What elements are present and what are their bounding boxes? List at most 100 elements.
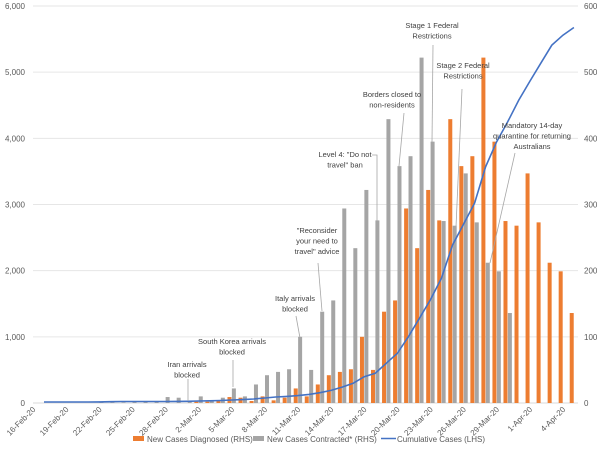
annotation: South Korea arrivals blocked: [198, 337, 266, 387]
bar-diagnosed: [514, 225, 519, 403]
bar-contracted: [121, 402, 126, 403]
legend-swatch-diagnosed: [133, 436, 144, 441]
x-tick-label: 5-Mar-20: [207, 405, 237, 435]
annotation: Level 4: "Do not travel" ban: [318, 150, 378, 222]
annotation-text: Restrictions: [443, 72, 482, 81]
bar-diagnosed: [569, 313, 574, 403]
bar-contracted: [386, 119, 391, 404]
bars: [99, 57, 574, 404]
bar-contracted: [408, 156, 413, 403]
bar-diagnosed: [304, 396, 309, 403]
bar-diagnosed: [260, 396, 265, 403]
annotation-text: blocked: [219, 348, 245, 357]
bar-contracted: [176, 397, 181, 403]
annotation-text: Stage 1 Federal: [405, 21, 459, 30]
annotation-text: Mandatory 14-day: [502, 121, 563, 130]
legend-label-contracted: New Cases Contracted* (RHS): [267, 435, 377, 444]
bar-diagnosed: [393, 300, 398, 403]
left-tick-label: 0: [21, 399, 26, 408]
bar-contracted: [99, 402, 104, 403]
bar-contracted: [364, 189, 369, 403]
annotation-leader-line: [398, 112, 405, 167]
bar-contracted: [353, 248, 358, 403]
x-tick-label: 20-Mar-20: [369, 405, 402, 438]
x-tick-label: 14-Mar-20: [303, 405, 336, 438]
bar-diagnosed: [547, 262, 552, 403]
bar-contracted: [397, 166, 402, 403]
bar-diagnosed: [470, 156, 475, 403]
annotation-text: Australians: [513, 142, 550, 151]
annotation-text: Stage 2 Federal: [436, 61, 490, 70]
annotation: Italy arrivals blocked: [275, 294, 315, 339]
bar-diagnosed: [249, 401, 254, 403]
bar-diagnosed: [205, 401, 210, 403]
bar-contracted: [430, 141, 435, 403]
bar-contracted: [507, 313, 512, 403]
annotation: Stage 1 Federal Restrictions: [405, 21, 459, 143]
legend: New Cases Diagnosed (RHS) New Cases Cont…: [133, 435, 485, 444]
left-axis: 0 1,000 2,000 3,000 4,000 5,000 6,000: [5, 2, 26, 408]
bar-contracted: [320, 311, 325, 403]
bar-diagnosed: [426, 189, 431, 403]
bar-contracted: [375, 220, 380, 403]
annotation-text: South Korea arrivals: [198, 337, 266, 346]
x-tick-label: 28-Feb-20: [137, 405, 170, 438]
right-tick-label: 100: [584, 333, 598, 342]
annotation: Iran arrivals blocked: [167, 360, 207, 401]
x-tick-label: 11-Mar-20: [270, 405, 302, 437]
left-tick-label: 1,000: [5, 333, 26, 342]
right-axis: 0 100 200 300 400 500 600: [584, 2, 598, 408]
bar-diagnosed: [503, 221, 508, 403]
right-tick-label: 200: [584, 267, 598, 276]
annotation-leader-line: [317, 262, 323, 312]
bar-contracted: [132, 401, 137, 403]
annotation-text: blocked: [282, 305, 308, 314]
bar-contracted: [110, 402, 115, 403]
bar-contracted: [287, 369, 292, 403]
bar-diagnosed: [348, 369, 353, 403]
x-tick-label: 23-Mar-20: [402, 405, 435, 438]
annotation-text: Italy arrivals: [275, 294, 315, 303]
annotation-leader-line: [455, 88, 463, 228]
annotation-text: "Reconsider: [297, 226, 338, 235]
right-tick-label: 0: [584, 399, 589, 408]
bar-diagnosed: [359, 336, 364, 403]
legend-label-cumulative: Cumulative Cases (LHS): [397, 435, 485, 444]
x-tick-label: 22-Feb-20: [71, 405, 104, 438]
left-tick-label: 2,000: [5, 267, 26, 276]
bar-contracted: [496, 271, 501, 403]
annotation: Borders closed to non-residents: [363, 90, 421, 167]
annotation-text: Level 4: "Do not: [318, 150, 372, 159]
bar-contracted: [209, 400, 214, 403]
annotation-leader-line: [372, 154, 378, 222]
annotation-text: travel" ban: [327, 161, 363, 170]
x-tick-label: 26-Mar-20: [436, 405, 469, 438]
x-tick-label: 25-Feb-20: [104, 405, 137, 438]
annotation-text: non-residents: [369, 101, 415, 110]
annotation-text: Borders closed to: [363, 90, 421, 99]
x-tick-label: 8-Mar-20: [240, 405, 270, 435]
bar-diagnosed: [382, 311, 387, 403]
right-tick-label: 400: [584, 134, 598, 143]
legend-swatch-contracted: [253, 436, 264, 441]
x-tick-label: 2-Mar-20: [174, 405, 204, 435]
bar-contracted: [231, 388, 236, 403]
bar-contracted: [165, 397, 170, 403]
bar-contracted: [265, 375, 269, 403]
bar-contracted: [474, 222, 479, 403]
annotation-leader-line: [431, 44, 434, 143]
bar-diagnosed: [415, 248, 420, 403]
gridlines: [33, 5, 578, 404]
bar-diagnosed: [558, 271, 563, 403]
cumulative-line: [44, 26, 575, 403]
x-tick-label: 29-Mar-20: [469, 405, 502, 438]
bar-diagnosed: [326, 375, 331, 403]
bar-diagnosed: [404, 208, 409, 403]
bar-contracted: [463, 173, 468, 403]
bar-contracted: [276, 371, 281, 403]
annotation-text: your need to: [296, 237, 338, 246]
bar-contracted: [253, 384, 258, 403]
bar-contracted: [485, 262, 490, 403]
bar-diagnosed: [437, 220, 442, 403]
